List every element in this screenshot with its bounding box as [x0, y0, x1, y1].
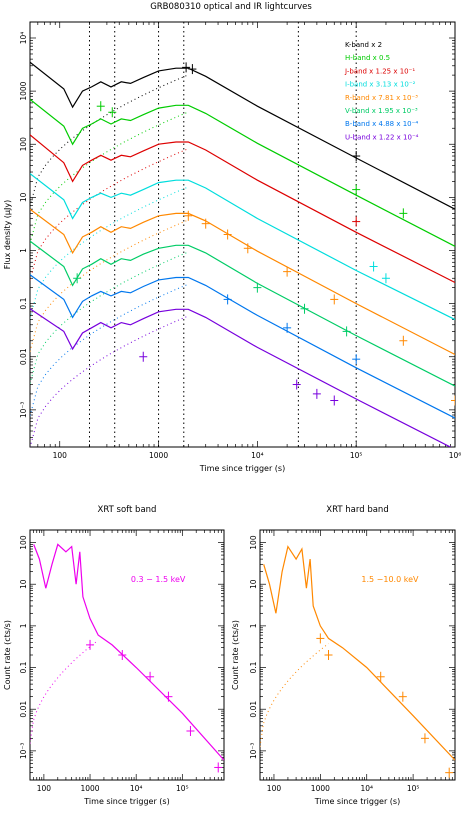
y-tick-label: 0.01 — [19, 348, 28, 365]
y-tick-label: 0.1 — [19, 297, 28, 309]
x-tick-label: 10⁴ — [360, 784, 373, 793]
y-tick-label: 0.1 — [19, 661, 28, 673]
legend-entry: K-band x 2 — [345, 41, 382, 49]
series-rise-component — [30, 315, 189, 447]
series-rise-component — [30, 251, 189, 384]
y-tick-label: 1 — [249, 623, 258, 628]
y-tick-label: 1 — [19, 248, 28, 253]
series-line — [263, 545, 455, 761]
y-axis-label: Count rate (cts/s) — [3, 620, 12, 690]
x-tick-label: 10⁴ — [130, 784, 143, 793]
y-axis-label: Flux density (μJy) — [3, 200, 12, 269]
series-rise-component — [30, 186, 189, 319]
series-rise-component — [30, 74, 189, 207]
plot-frame — [29, 529, 225, 781]
plot-area — [260, 545, 455, 778]
series-rise-component — [260, 643, 329, 747]
y-tick-label: 0.01 — [249, 701, 258, 718]
series-rise-component — [30, 639, 99, 744]
legend-entry: B-band x 4.88 x 10⁻⁴ — [345, 120, 418, 128]
x-axis-label: Time since trigger (s) — [199, 464, 285, 473]
y-tick-label: 10 — [19, 192, 28, 202]
x-tick-label: 10⁵ — [407, 784, 420, 793]
legend-entry: U-band x 1.22 x 10⁻⁴ — [345, 133, 419, 141]
y-tick-label: 1 — [19, 623, 28, 628]
chart-panel-1: 100 1000 10⁴ 10⁵ 10⁶ 10⁻³ 0.01 0.1 1 10 100 1000 10⁴… — [3, 21, 462, 473]
panel-title: XRT hard band — [326, 505, 388, 515]
panels: 100 1000 10⁴ 10⁵ 10⁶ 10⁻³ 0.01 0.1 1 10 100 1000 10⁴… — [3, 21, 462, 806]
legend-entry: I-band x 3.13 x 10⁻² — [345, 81, 416, 89]
y-tick-label: 10⁻³ — [19, 743, 28, 760]
y-tick-label: 0.1 — [249, 661, 258, 673]
x-axis-label: Time since trigger (s) — [314, 797, 400, 806]
y-tick-label: 1000 — [19, 81, 28, 100]
y-tick-label: 10⁴ — [19, 32, 28, 45]
y-tick-label: 10⁻³ — [19, 402, 28, 419]
chart-panel-3: XRT hard band 100 1000 10⁴ 10⁵ 10⁻³ 0.01 0.1 1 10… — [231, 505, 456, 806]
y-tick-label: 100 — [19, 137, 28, 152]
series-rise-component — [30, 283, 189, 416]
legend-entry: V-band x 1.95 x 10⁻³ — [345, 107, 418, 115]
legend-entry: R-band x 7.81 x 10⁻³ — [345, 94, 418, 102]
series-line — [30, 208, 455, 356]
energy-band-annotation: 1.5 −10.0 keV — [361, 575, 419, 584]
x-tick-label: 10⁴ — [251, 451, 264, 460]
series-line — [30, 274, 455, 419]
plot-area — [30, 543, 224, 773]
series-rise-component — [30, 219, 189, 352]
panel-title: XRT soft band — [98, 505, 157, 515]
y-tick-label: 10 — [19, 579, 28, 589]
y-tick-label: 0.01 — [19, 701, 28, 718]
x-tick-label: 100 — [267, 784, 282, 793]
legend-entry: J-band x 1.25 x 10⁻¹ — [344, 67, 415, 75]
plot-frame — [259, 529, 456, 781]
y-axis-label: Count rate (cts/s) — [231, 620, 240, 690]
energy-band-annotation: 0.3 − 1.5 keV — [131, 575, 186, 584]
figure-title: GRB080310 optical and IR lightcurves — [150, 2, 312, 12]
series-line — [30, 134, 455, 284]
series-line — [30, 61, 455, 210]
x-tick-label: 1000 — [80, 784, 99, 793]
y-tick-label: 100 — [19, 535, 28, 550]
x-tick-label: 100 — [53, 451, 68, 460]
series-line — [30, 98, 455, 247]
x-tick-label: 100 — [37, 784, 52, 793]
series-line — [30, 240, 455, 387]
series-line — [30, 308, 452, 447]
legend-entry: H-band x 0.5 — [345, 54, 390, 62]
plot-area — [30, 22, 455, 447]
series-line — [33, 543, 224, 761]
series-line — [30, 173, 455, 321]
chart-panel-2: XRT soft band 100 1000 10⁴ 10⁵ 10⁻³ 0.01 0.1 1 10… — [3, 505, 225, 806]
y-tick-label: 10 — [249, 579, 258, 589]
y-tick-label: 10⁻³ — [249, 743, 258, 760]
x-tick-label: 10⁶ — [449, 451, 462, 460]
series-rise-component — [30, 111, 189, 244]
x-tick-label: 1000 — [311, 784, 330, 793]
x-tick-label: 1000 — [149, 451, 168, 460]
x-tick-label: 10⁵ — [350, 451, 363, 460]
y-tick-label: 100 — [249, 535, 258, 550]
x-tick-label: 10⁵ — [176, 784, 189, 793]
x-axis-label: Time since trigger (s) — [83, 797, 169, 806]
